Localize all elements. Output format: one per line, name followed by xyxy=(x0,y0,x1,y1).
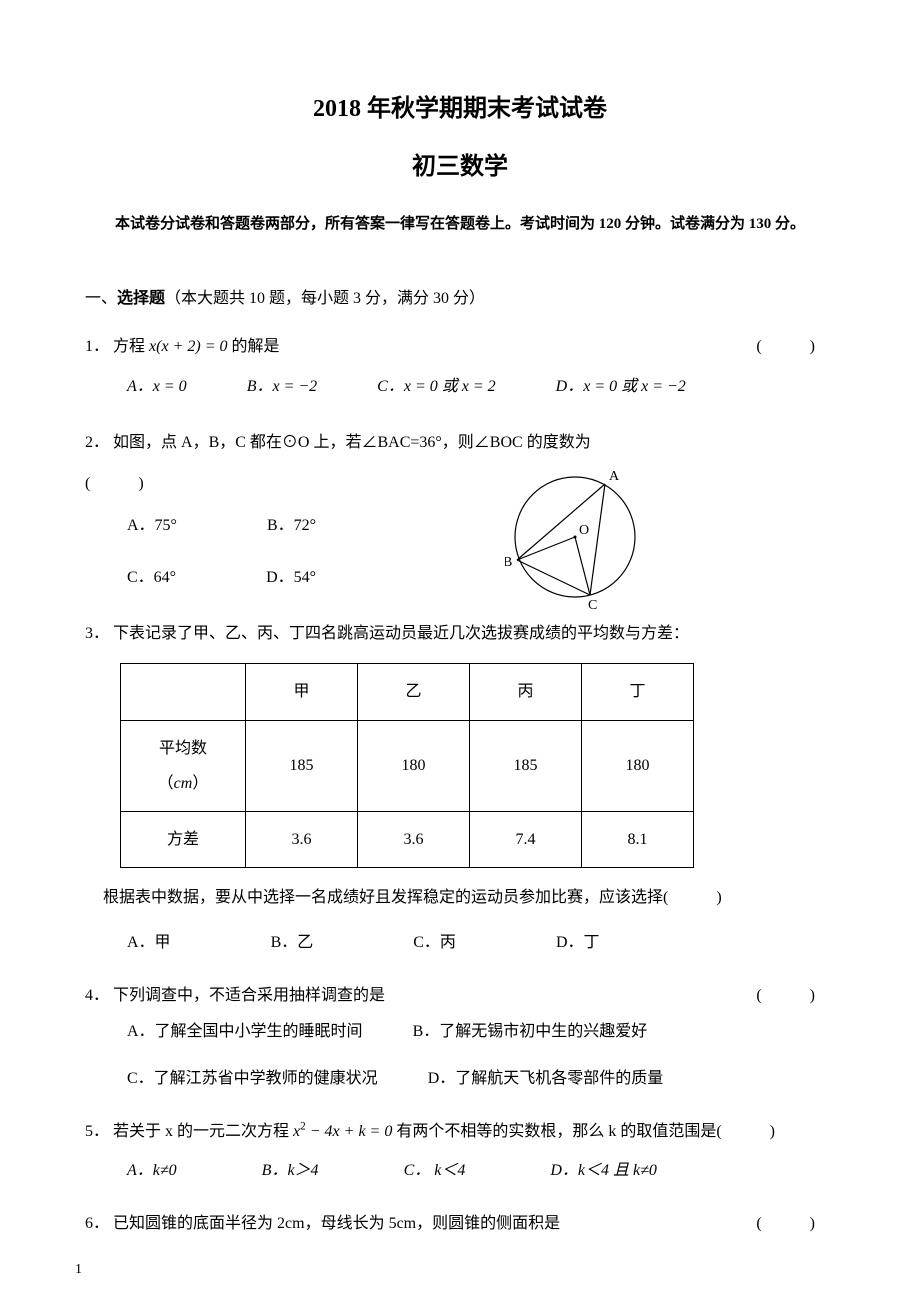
q3-opt-c: C．丙 xyxy=(413,925,456,960)
q3-opt-d: D．丁 xyxy=(556,925,600,960)
exam-title: 2018 年秋学期期末考试试卷 xyxy=(85,90,835,128)
q1-opt-c: C．x = 0 或 x = 2 xyxy=(377,369,495,404)
q1-opt-d: D．x = 0 或 x = −2 xyxy=(556,369,686,404)
q3-stem: 下表记录了甲、乙、丙、丁四名跳高运动员最近几次选拔赛成绩的平均数与方差： xyxy=(113,625,689,642)
q3-table: 甲乙丙丁平均数（cm）185180185180方差3.63.67.48.1 xyxy=(120,663,694,868)
q6-stem: 已知圆锥的底面半径为 2cm，母线长为 5cm，则圆锥的侧面积是 xyxy=(113,1215,560,1232)
section-header: 一、选择题（本大题共 10 题，每小题 3 分，满分 30 分） xyxy=(85,286,835,312)
q5-num: 5． xyxy=(85,1123,109,1140)
q3-td-1-3: 7.4 xyxy=(470,811,582,867)
q2-opt-c: C．64° xyxy=(127,557,176,599)
page-number: 1 xyxy=(75,1259,82,1281)
q4-options: A．了解全国中小学生的睡眠时间 B．了解无锡市初中生的兴趣爱好 C．了解江苏省中… xyxy=(85,1014,835,1096)
q3-td-1-0: 方差 xyxy=(121,811,246,867)
q3-opt-a: A．甲 xyxy=(127,925,171,960)
q3-td-0-2: 180 xyxy=(358,720,470,811)
q4-stem: 下列调查中，不适合采用抽样调查的是 xyxy=(113,987,385,1004)
q3-th-1: 甲 xyxy=(246,664,358,720)
q4-blank: ( ) xyxy=(756,978,815,1013)
q3-td-0-1: 185 xyxy=(246,720,358,811)
q3-td-1-4: 8.1 xyxy=(582,811,694,867)
q3-caption: 根据表中数据，要从中选择一名成绩好且发挥稳定的运动员参加比赛，应该选择( ) xyxy=(103,880,835,915)
q5-options: A．k≠0 B．k＞4 C． k＜4 D．k＜4 且 k≠0 xyxy=(85,1153,835,1188)
q4-opt-c: C．了解江苏省中学教师的健康状况 xyxy=(127,1061,378,1096)
q2-opt-d: D．54° xyxy=(266,557,316,599)
q5-opt-c: C． k＜4 xyxy=(404,1153,466,1188)
svg-text:C: C xyxy=(588,598,597,613)
q4-opt-b: B．了解无锡市初中生的兴趣爱好 xyxy=(413,1014,648,1049)
q2-opt-b: B．72° xyxy=(267,505,316,547)
q3-td-0-3: 185 xyxy=(470,720,582,811)
q2-num: 2． xyxy=(85,434,109,451)
q4-opt-d: D．了解航天飞机各零部件的质量 xyxy=(428,1061,664,1096)
q2-stem: 如图，点 A，B，C 都在⊙O 上，若∠BAC=36°，则∠BOC 的度数为 xyxy=(113,434,591,451)
q3-num: 3． xyxy=(85,625,109,642)
question-3: 3． 下表记录了甲、乙、丙、丁四名跳高运动员最近几次选拔赛成绩的平均数与方差： … xyxy=(85,616,835,960)
q6-num: 6． xyxy=(85,1215,109,1232)
q2-options: A．75° B．72° C．64° D．54° xyxy=(85,505,835,598)
q1-opt-a: A．x = 0 xyxy=(127,369,187,404)
q4-opt-a: A．了解全国中小学生的睡眠时间 xyxy=(127,1014,363,1049)
q1-blank: ( ) xyxy=(756,329,815,364)
question-1: 1． 方程 x(x + 2) = 0 的解是 ( ) A．x = 0 B．x =… xyxy=(85,329,835,403)
question-6: 6． 已知圆锥的底面半径为 2cm，母线长为 5cm，则圆锥的侧面积是 ( ) xyxy=(85,1206,835,1241)
q2-blank: ( ) xyxy=(85,463,835,505)
q3-td-1-2: 3.6 xyxy=(358,811,470,867)
q6-blank: ( ) xyxy=(756,1206,815,1241)
q3-options: A．甲 B．乙 C．丙 D．丁 xyxy=(85,925,835,960)
svg-text:O: O xyxy=(579,523,589,538)
q1-stem-a: 方程 xyxy=(113,338,149,355)
q1-num: 1． xyxy=(85,338,109,355)
q3-opt-b: B．乙 xyxy=(271,925,314,960)
exam-subtitle: 初三数学 xyxy=(85,148,835,186)
circle-diagram: A B C O xyxy=(505,462,665,617)
section-desc: （本大题共 10 题，每小题 3 分，满分 30 分） xyxy=(165,290,485,307)
question-5: 5． 若关于 x 的一元二次方程 x2 − 4x + k = 0 有两个不相等的… xyxy=(85,1114,835,1188)
q2-opt-a: A．75° xyxy=(127,505,177,547)
q5-expr: x2 − 4x + k = 0 xyxy=(293,1123,392,1140)
q1-expr: x(x + 2) = 0 xyxy=(149,338,227,355)
q3-th-4: 丁 xyxy=(582,664,694,720)
svg-text:B: B xyxy=(505,555,512,570)
q5-opt-d: D．k＜4 且 k≠0 xyxy=(550,1153,657,1188)
svg-text:A: A xyxy=(609,469,620,484)
q3-td-0-0: 平均数（cm） xyxy=(121,720,246,811)
q3-td-1-1: 3.6 xyxy=(246,811,358,867)
q1-stem-b: 的解是 xyxy=(231,338,279,355)
q4-num: 4． xyxy=(85,987,109,1004)
q3-th-2: 乙 xyxy=(358,664,470,720)
q5-stem-b: 有两个不相等的实数根，那么 k 的取值范围是( ) xyxy=(396,1123,775,1140)
q3-th-3: 丙 xyxy=(470,664,582,720)
q1-options: A．x = 0 B．x = −2 C．x = 0 或 x = 2 D．x = 0… xyxy=(85,369,835,404)
section-title: 选择题 xyxy=(117,290,165,307)
q5-stem-a: 若关于 x 的一元二次方程 xyxy=(113,1123,293,1140)
question-4: 4． 下列调查中，不适合采用抽样调查的是 ( ) A．了解全国中小学生的睡眠时间… xyxy=(85,978,835,1096)
q1-opt-b: B．x = −2 xyxy=(247,369,317,404)
exam-instruction: 本试卷分试卷和答题卷两部分，所有答案一律写在答题卷上。考试时间为 120 分钟。… xyxy=(85,212,835,236)
q3-th-0 xyxy=(121,664,246,720)
q3-td-0-4: 180 xyxy=(582,720,694,811)
q5-opt-b: B．k＞4 xyxy=(262,1153,319,1188)
section-prefix: 一、 xyxy=(85,290,117,307)
q5-opt-a: A．k≠0 xyxy=(127,1153,177,1188)
question-2: 2． 如图，点 A，B，C 都在⊙O 上，若∠BAC=36°，则∠BOC 的度数… xyxy=(85,422,835,598)
